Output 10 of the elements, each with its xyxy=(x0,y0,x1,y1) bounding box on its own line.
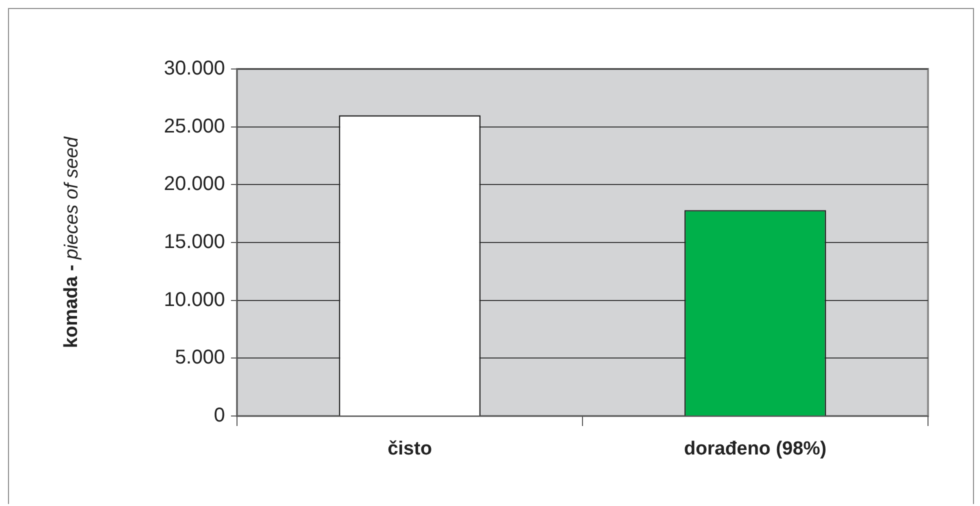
y-tick-label: 30.000 xyxy=(164,58,225,80)
x-tick-label: dorađeno (98%) xyxy=(684,438,827,460)
y-tick-label: 20.000 xyxy=(164,173,225,196)
y-tick-label: 15.000 xyxy=(164,231,225,254)
y-axis-title: komada - pieces of seed xyxy=(61,135,82,348)
y-tick-label: 25.000 xyxy=(164,115,225,138)
y-tick-label: 5.000 xyxy=(174,346,225,369)
y-tick-label: 10.000 xyxy=(164,288,225,311)
y-tick-label: 0 xyxy=(214,404,225,427)
x-tick-label: čisto xyxy=(388,438,432,460)
